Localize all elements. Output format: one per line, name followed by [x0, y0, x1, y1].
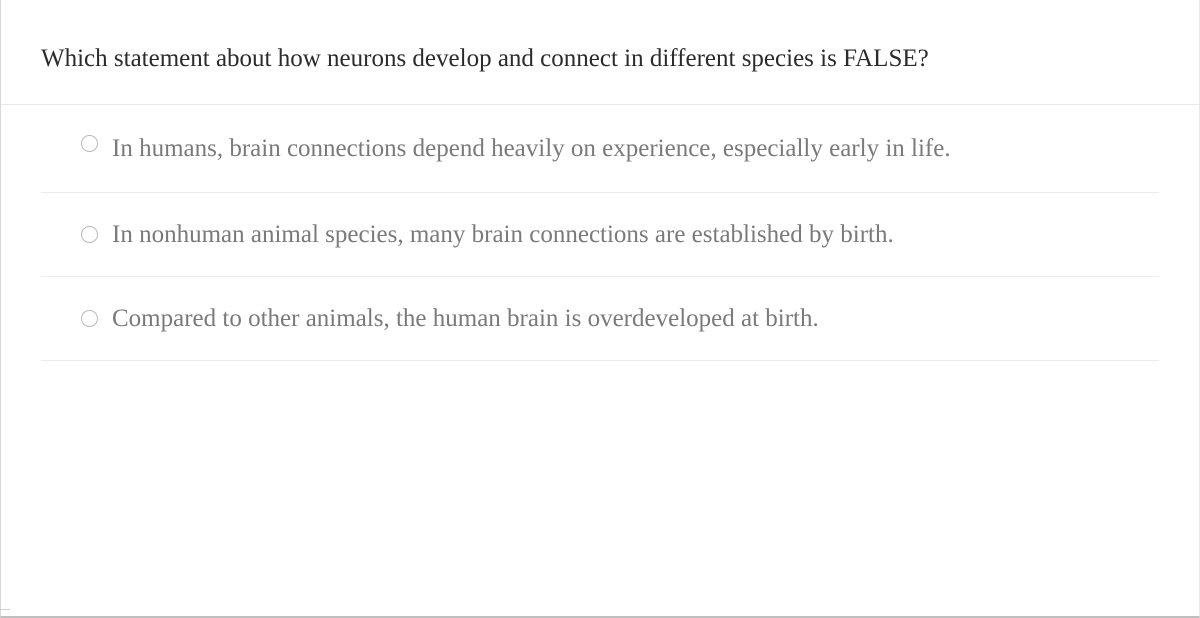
option-row[interactable]: Compared to other animals, the human bra…	[41, 277, 1159, 361]
ruler-tick	[0, 609, 10, 610]
question-prompt-block: Which statement about how neurons develo…	[1, 0, 1199, 105]
options-list: In humans, brain connections depend heav…	[1, 105, 1199, 361]
radio-icon[interactable]	[81, 310, 98, 327]
option-label: Compared to other animals, the human bra…	[112, 301, 819, 336]
option-row[interactable]: In nonhuman animal species, many brain c…	[41, 193, 1159, 277]
option-row[interactable]: In humans, brain connections depend heav…	[41, 105, 1159, 193]
question-card: Which statement about how neurons develo…	[0, 0, 1200, 618]
option-label: In humans, brain connections depend heav…	[112, 131, 951, 166]
question-prompt: Which statement about how neurons develo…	[41, 42, 1159, 76]
option-label: In nonhuman animal species, many brain c…	[112, 217, 894, 252]
radio-icon[interactable]	[81, 135, 98, 152]
radio-icon[interactable]	[81, 226, 98, 243]
